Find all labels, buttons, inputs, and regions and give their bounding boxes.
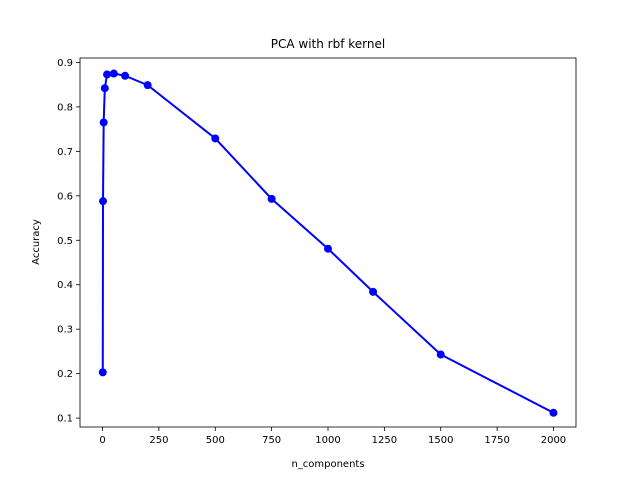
chart-title: PCA with rbf kernel xyxy=(271,37,385,51)
data-point xyxy=(98,368,107,377)
x-tick-label: 1500 xyxy=(428,435,453,446)
y-tick-label: 0.1 xyxy=(57,414,73,425)
data-point xyxy=(109,69,118,78)
data-point xyxy=(121,71,130,80)
data-point xyxy=(369,287,378,296)
x-tick-label: 1750 xyxy=(484,435,509,446)
x-tick-label: 1250 xyxy=(372,435,397,446)
x-tick-label: 250 xyxy=(149,435,168,446)
y-tick-label: 0.8 xyxy=(57,102,73,113)
data-point xyxy=(267,194,276,203)
y-tick-label: 0.5 xyxy=(57,236,73,247)
data-point xyxy=(103,70,112,79)
x-tick-label: 1000 xyxy=(315,435,340,446)
data-point xyxy=(143,81,152,90)
y-tick-label: 0.3 xyxy=(57,325,73,336)
y-axis-title: Accuracy xyxy=(31,219,42,265)
y-tick-label: 0.4 xyxy=(57,280,73,291)
data-point xyxy=(324,244,332,253)
y-tick-label: 0.9 xyxy=(57,58,73,69)
data-point xyxy=(436,350,445,359)
x-tick-label: 0 xyxy=(99,435,105,446)
x-axis-title: n_components xyxy=(291,459,364,470)
x-axis: 0 250 500 750 1000 1250 1500 1750 2000 xyxy=(99,427,566,446)
plot-area xyxy=(98,69,558,417)
x-tick-label: 500 xyxy=(206,435,225,446)
x-tick-label: 750 xyxy=(262,435,281,446)
y-axis: 0.1 0.2 0.3 0.4 0.5 0.6 0.7 0.8 0.9 xyxy=(57,58,80,425)
y-tick-label: 0.2 xyxy=(57,369,73,380)
y-tick-label: 0.7 xyxy=(57,147,73,158)
data-point xyxy=(211,134,220,143)
data-point xyxy=(100,84,109,93)
data-point xyxy=(99,118,108,127)
y-tick-label: 0.6 xyxy=(57,191,73,202)
series-line xyxy=(101,72,554,414)
data-point xyxy=(549,408,558,417)
x-tick-label: 2000 xyxy=(541,435,566,446)
data-point xyxy=(98,197,107,206)
